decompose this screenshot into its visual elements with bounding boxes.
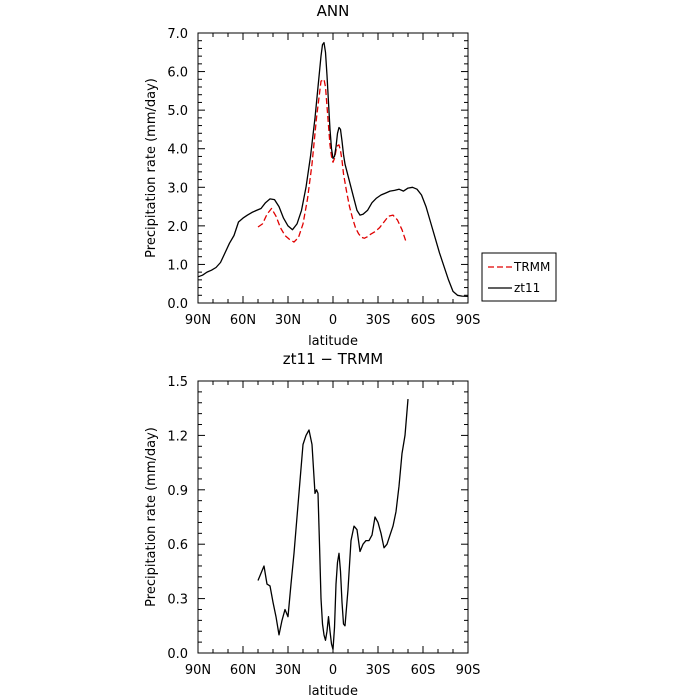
plot-frame xyxy=(197,32,469,304)
legend-label-trmm: TRMM xyxy=(513,260,550,274)
x-tick-label: 60S xyxy=(411,663,436,678)
x-tick-label: 60N xyxy=(230,663,256,678)
panel-top: ANN 90N 60N 30N 0 30S 60S 90S latitude 0.0 1.0 2.0 3… xyxy=(144,2,557,349)
legend-box xyxy=(481,252,557,302)
y-tick-label: 3.0 xyxy=(167,181,188,196)
x-tick-label: 30N xyxy=(275,313,301,328)
plot-frame xyxy=(197,380,469,654)
x-tick-label: 30N xyxy=(275,663,301,678)
x-tick-label: 90S xyxy=(456,663,481,678)
y-tick-label: 1.2 xyxy=(167,429,188,444)
x-tick-label: 90N xyxy=(185,663,211,678)
y-tick-label: 0.9 xyxy=(167,484,188,499)
x-axis-label: latitude xyxy=(308,684,358,699)
x-tick-label: 60S xyxy=(411,313,436,328)
y-tick-label: 0.0 xyxy=(167,297,188,312)
y-axis-label: Precipitation rate (mm/day) xyxy=(144,78,159,258)
y-tick-label: 7.0 xyxy=(167,27,188,42)
y-tick-label: 0.6 xyxy=(167,538,188,553)
x-tick-label: 60N xyxy=(230,313,256,328)
y-tick-label: 0.0 xyxy=(167,647,188,662)
series-line-zt11 xyxy=(197,41,469,298)
x-tick-label: 30S xyxy=(366,313,391,328)
y-axis-label: Precipitation rate (mm/day) xyxy=(144,427,159,607)
panel-bottom: zt11 − TRMM 90N 60N 30N 0 30S 60S 90S latitude 0.… xyxy=(144,350,480,699)
y-tick-label: 2.0 xyxy=(167,220,188,235)
y-tick-label: 6.0 xyxy=(167,66,188,81)
legend-label-zt11: zt11 xyxy=(514,281,540,295)
series-line-diff xyxy=(257,399,409,651)
x-tick-label: 90N xyxy=(185,313,211,328)
y-tick-label: 4.0 xyxy=(167,143,188,158)
y-tick-label: 0.3 xyxy=(167,593,188,608)
series-line-trmm xyxy=(257,78,408,244)
x-tick-label: 0 xyxy=(329,313,337,328)
chart-title: zt11 − TRMM xyxy=(283,350,383,368)
x-tick-label: 90S xyxy=(456,313,481,328)
y-tick-label: 1.5 xyxy=(167,375,188,390)
x-axis-label: latitude xyxy=(308,334,358,349)
y-tick-label: 1.0 xyxy=(167,258,188,273)
x-tick-label: 0 xyxy=(329,663,337,678)
y-tick-label: 5.0 xyxy=(167,104,188,119)
x-tick-label: 30S xyxy=(366,663,391,678)
chart-title: ANN xyxy=(317,2,350,20)
